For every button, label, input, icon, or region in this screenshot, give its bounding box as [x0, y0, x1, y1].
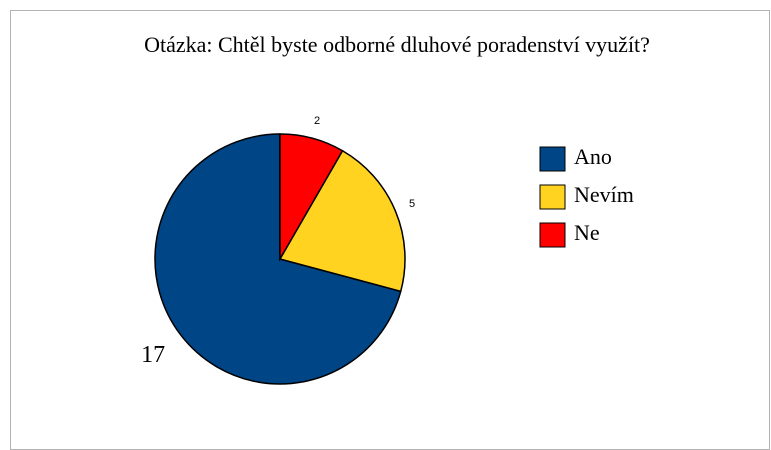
- pie-slice: [279, 133, 344, 262]
- pie-slice: [278, 149, 406, 293]
- chart-title: Otázka: Chtěl byste odborné dluhové pora…: [144, 32, 650, 57]
- legend-label: Nevím: [574, 182, 634, 207]
- legend-swatch: [539, 146, 566, 172]
- legend-label: Ne: [574, 220, 600, 245]
- data-label: 5: [409, 198, 415, 210]
- data-label: 17: [141, 342, 165, 368]
- pie-slice: [154, 133, 402, 385]
- legend-swatch: [539, 222, 566, 248]
- legend-swatch: [539, 184, 566, 210]
- data-label: 2: [314, 115, 320, 127]
- legend-label: Ano: [574, 144, 612, 169]
